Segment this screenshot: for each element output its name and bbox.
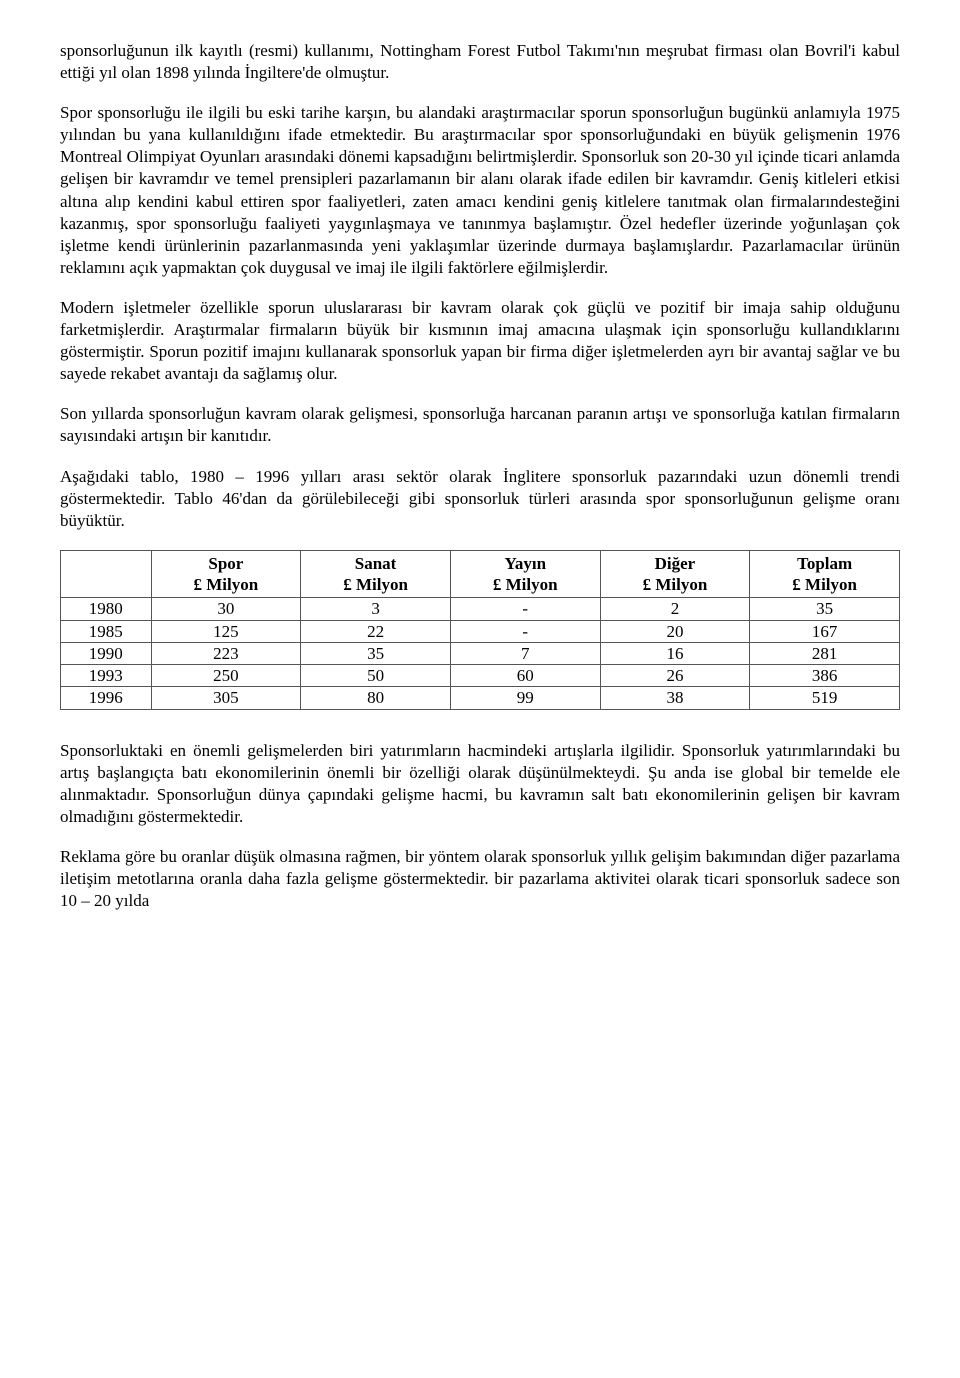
cell-year: 1996 bbox=[61, 687, 152, 709]
table-body: 1980 30 3 - 2 35 1985 125 22 - 20 167 19… bbox=[61, 598, 900, 709]
cell-spor: 305 bbox=[151, 687, 301, 709]
cell-year: 1990 bbox=[61, 642, 152, 664]
cell-spor: 250 bbox=[151, 665, 301, 687]
cell-diger: 20 bbox=[600, 620, 750, 642]
col-toplam: Toplam £ Milyon bbox=[750, 550, 900, 598]
cell-sanat: 50 bbox=[301, 665, 451, 687]
cell-diger: 16 bbox=[600, 642, 750, 664]
col-spor-l2: £ Milyon bbox=[194, 575, 259, 594]
cell-toplam: 519 bbox=[750, 687, 900, 709]
cell-sanat: 35 bbox=[301, 642, 451, 664]
col-spor-l1: Spor bbox=[208, 554, 243, 573]
col-sanat-l1: Sanat bbox=[355, 554, 397, 573]
cell-toplam: 386 bbox=[750, 665, 900, 687]
cell-sanat: 80 bbox=[301, 687, 451, 709]
col-spor: Spor £ Milyon bbox=[151, 550, 301, 598]
cell-year: 1980 bbox=[61, 598, 152, 620]
sponsorship-table: Spor £ Milyon Sanat £ Milyon Yayın £ Mil… bbox=[60, 550, 900, 710]
col-toplam-l1: Toplam bbox=[797, 554, 852, 573]
cell-sanat: 22 bbox=[301, 620, 451, 642]
col-sanat-l2: £ Milyon bbox=[343, 575, 408, 594]
table-row: 1996 305 80 99 38 519 bbox=[61, 687, 900, 709]
cell-yayin: - bbox=[450, 598, 600, 620]
paragraph-3: Modern işletmeler özellikle sporun ulusl… bbox=[60, 297, 900, 385]
cell-yayin: 60 bbox=[450, 665, 600, 687]
cell-spor: 125 bbox=[151, 620, 301, 642]
table-row: 1993 250 50 60 26 386 bbox=[61, 665, 900, 687]
table-row: 1990 223 35 7 16 281 bbox=[61, 642, 900, 664]
cell-year: 1985 bbox=[61, 620, 152, 642]
cell-yayin: 99 bbox=[450, 687, 600, 709]
cell-diger: 38 bbox=[600, 687, 750, 709]
cell-yayin: - bbox=[450, 620, 600, 642]
col-yayin-l1: Yayın bbox=[504, 554, 546, 573]
col-diger-l2: £ Milyon bbox=[643, 575, 708, 594]
cell-spor: 30 bbox=[151, 598, 301, 620]
table-header-row: Spor £ Milyon Sanat £ Milyon Yayın £ Mil… bbox=[61, 550, 900, 598]
col-diger-l1: Diğer bbox=[655, 554, 696, 573]
cell-sanat: 3 bbox=[301, 598, 451, 620]
table-row: 1985 125 22 - 20 167 bbox=[61, 620, 900, 642]
col-yayin-l2: £ Milyon bbox=[493, 575, 558, 594]
cell-toplam: 281 bbox=[750, 642, 900, 664]
col-yayin: Yayın £ Milyon bbox=[450, 550, 600, 598]
paragraph-6: Sponsorluktaki en önemli gelişmelerden b… bbox=[60, 740, 900, 828]
table-row: 1980 30 3 - 2 35 bbox=[61, 598, 900, 620]
paragraph-5: Aşağıdaki tablo, 1980 – 1996 yılları ara… bbox=[60, 466, 900, 532]
col-toplam-l2: £ Milyon bbox=[792, 575, 857, 594]
paragraph-2: Spor sponsorluğu ile ilgili bu eski tari… bbox=[60, 102, 900, 279]
paragraph-4: Son yıllarda sponsorluğun kavram olarak … bbox=[60, 403, 900, 447]
cell-diger: 26 bbox=[600, 665, 750, 687]
cell-toplam: 167 bbox=[750, 620, 900, 642]
cell-diger: 2 bbox=[600, 598, 750, 620]
col-blank bbox=[61, 550, 152, 598]
cell-spor: 223 bbox=[151, 642, 301, 664]
col-diger: Diğer £ Milyon bbox=[600, 550, 750, 598]
cell-yayin: 7 bbox=[450, 642, 600, 664]
paragraph-1: sponsorluğunun ilk kayıtlı (resmi) kulla… bbox=[60, 40, 900, 84]
cell-year: 1993 bbox=[61, 665, 152, 687]
paragraph-7: Reklama göre bu oranlar düşük olmasına r… bbox=[60, 846, 900, 912]
col-sanat: Sanat £ Milyon bbox=[301, 550, 451, 598]
cell-toplam: 35 bbox=[750, 598, 900, 620]
